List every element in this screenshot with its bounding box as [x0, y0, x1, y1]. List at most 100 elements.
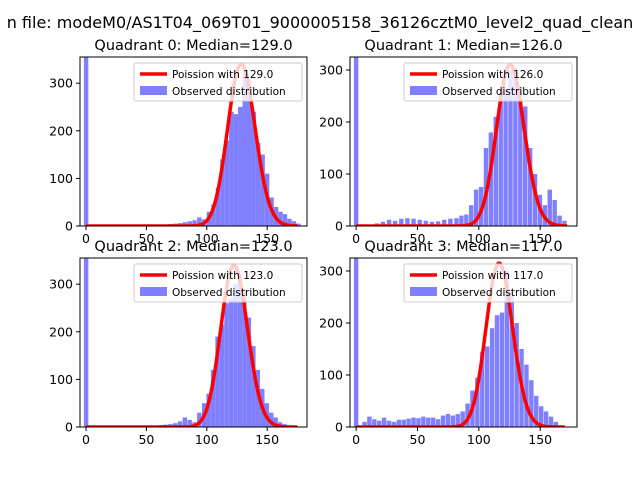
quadrant-3-bar — [504, 271, 510, 427]
quadrant-0-bar — [251, 111, 256, 226]
quadrant-2-bar — [172, 423, 178, 427]
quadrant-3-bar — [489, 328, 495, 427]
quadrant-3-bar — [376, 420, 382, 427]
quadrant-0-bar — [215, 187, 221, 226]
quadrant-2-bar — [219, 324, 225, 427]
quadrant-3-bar — [465, 403, 470, 427]
quadrant-3-bar — [372, 419, 377, 427]
quadrant-1-bar — [459, 215, 464, 226]
quadrant-3-bar — [391, 421, 397, 427]
quadrant-3-bar — [386, 420, 392, 427]
quadrant-0-bar — [197, 217, 202, 226]
quadrant-3-poisson-line — [355, 261, 566, 427]
quadrant-3-legend-bar-swatch — [410, 287, 437, 296]
quadrant-3-xtick-label: 100 — [467, 432, 491, 447]
quadrant-3-bar — [475, 377, 480, 427]
quadrant-2-bar — [268, 412, 274, 427]
quadrant-1-bar — [392, 220, 398, 226]
quadrant-3-bar — [509, 291, 514, 427]
quadrant-1-bar — [435, 221, 441, 226]
quadrant-3-bar — [534, 395, 539, 427]
quadrant-1-bar — [513, 67, 518, 226]
quadrant-1-bar — [562, 220, 567, 226]
quadrant-3-bar — [411, 417, 416, 427]
quadrant-3-bar — [416, 418, 421, 427]
quadrant-1-legend-poisson-label: Poission with 126.0 — [442, 69, 543, 81]
quadrant-1-legend — [403, 62, 573, 102]
quadrant-3-bar — [480, 351, 485, 427]
quadrant-3-bar — [435, 419, 441, 427]
quadrant-3-xtick-label: 150 — [528, 432, 552, 447]
quadrant-3-bar — [548, 416, 554, 427]
quadrant-2-legend-poisson-label: Poission with 123.0 — [172, 270, 273, 282]
quadrant-0-bar — [260, 154, 265, 226]
quadrant-0-bar — [192, 220, 197, 226]
quadrant-3-xtick-label: 0 — [352, 432, 360, 447]
quadrant-0-bar — [242, 73, 247, 226]
quadrant-1-bar — [532, 174, 538, 226]
quadrant-0-bar — [238, 106, 243, 226]
quadrant-0-bar — [282, 214, 288, 226]
quadrant-1-bar — [508, 70, 513, 226]
quadrant-1-frame — [349, 56, 578, 227]
quadrant-1-bar — [380, 221, 386, 226]
quadrant-0-bar — [83, 57, 89, 226]
quadrant-1-bar — [399, 218, 404, 226]
quadrant-1-bar — [503, 88, 508, 226]
quadrant-0-xtick-label: 50 — [138, 231, 154, 246]
quadrant-2-xtick-label: 100 — [195, 432, 219, 447]
quadrant-0-bar — [211, 204, 216, 226]
quadrant-3-bar — [353, 258, 359, 427]
quadrant-3-ytick-label: 0 — [335, 420, 343, 435]
quadrant-0-ytick-label: 200 — [49, 123, 73, 138]
quadrant-2-bar — [177, 421, 183, 427]
quadrant-1-xtick-label: 50 — [410, 231, 426, 246]
quadrant-2-legend — [133, 263, 303, 303]
quadrant-0-legend-poisson-label: Poission with 129.0 — [172, 69, 273, 81]
quadrant-1-bar — [423, 220, 429, 226]
quadrant-3-plot-area — [353, 258, 566, 427]
quadrant-0-bar — [255, 142, 261, 226]
quadrant-1-ytick-label: 300 — [319, 63, 343, 78]
quadrant-0-xtick-label: 150 — [255, 231, 279, 246]
quadrant-1-legend-bar-swatch — [410, 86, 437, 95]
quadrant-2-bar — [251, 346, 256, 427]
quadrant-0-bar — [224, 140, 230, 226]
quadrant-2-legend-bar-swatch — [140, 287, 167, 296]
quadrant-3-ytick-label: 100 — [319, 368, 343, 383]
quadrant-1-ytick-label: 200 — [319, 115, 343, 130]
quadrant-2-frame — [79, 257, 308, 428]
quadrant-2-ytick-label: 100 — [49, 372, 73, 387]
quadrant-0-bar — [296, 223, 301, 226]
quadrant-3-bar — [430, 417, 436, 427]
quadrant-3-bar — [529, 380, 534, 427]
quadrant-3-bar — [514, 323, 519, 427]
quadrant-0-legend-observed-label: Observed distribution — [172, 86, 286, 98]
quadrant-3-bar — [553, 421, 559, 427]
quadrant-3-bar — [455, 414, 460, 427]
quadrant-0-bar — [287, 218, 292, 226]
quadrant-0-bar — [187, 221, 192, 226]
quadrant-2-legend-observed-label: Observed distribution — [172, 287, 286, 299]
quadrant-3-bar — [381, 417, 387, 427]
quadrant-0-frame — [79, 56, 308, 227]
quadrant-2-xtick-label: 0 — [82, 432, 90, 447]
quadrant-1-bar — [518, 85, 523, 226]
quadrant-2-poisson-line — [85, 263, 298, 427]
quadrant-3-bar — [401, 419, 406, 427]
quadrant-3-bar — [426, 417, 431, 427]
quadrant-2-axes: 0 50 100 150 0 100 200 300 Poission with 123.0 Ob… — [49, 257, 308, 447]
quadrant-3-frame — [349, 257, 578, 428]
quadrant-3-bar — [421, 416, 426, 427]
quadrant-3-axes: 0 50 100 150 0 100 200 300 Poission with 117.0 Ob… — [319, 257, 578, 447]
quadrant-2-bar — [215, 336, 220, 427]
quadrant-3-bar — [460, 411, 465, 427]
quadrant-3-ytick-label: 200 — [319, 316, 343, 331]
quadrant-2-bar — [224, 303, 229, 427]
quadrant-1-bar — [552, 200, 557, 226]
quadrant-0-xtick-label: 100 — [195, 231, 219, 246]
quadrant-0-bar — [278, 211, 283, 226]
quadrant-2-bar — [233, 284, 238, 427]
quadrant-3-ytick-label: 300 — [319, 264, 343, 279]
quadrant-1-bar — [473, 189, 479, 226]
